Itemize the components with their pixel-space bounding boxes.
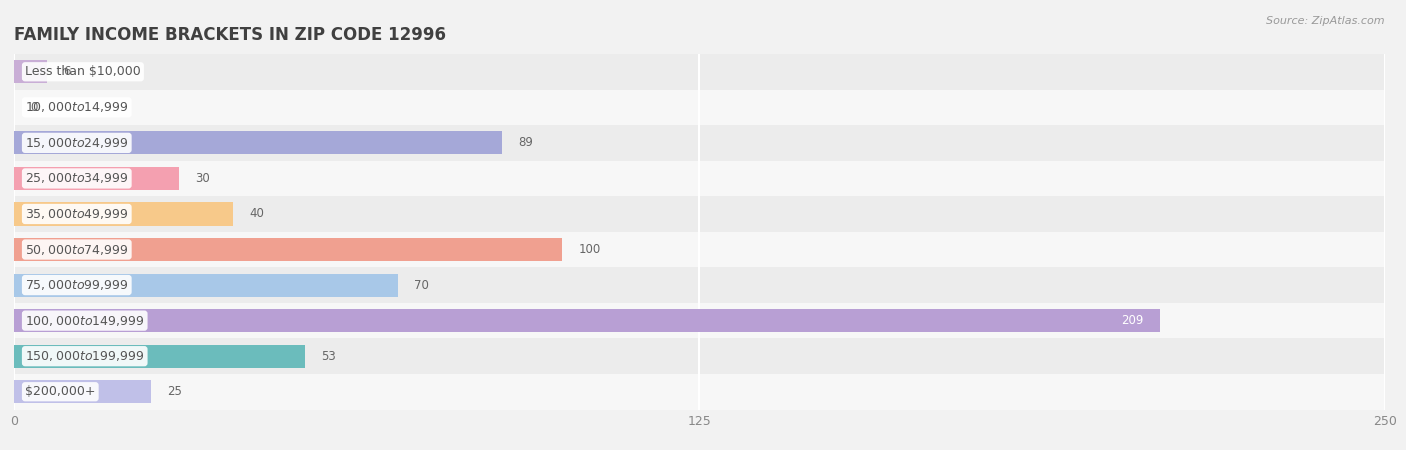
Bar	[14, 232, 1385, 267]
Bar	[14, 202, 233, 225]
Text: $50,000 to $74,999: $50,000 to $74,999	[25, 243, 128, 256]
Text: 40: 40	[250, 207, 264, 220]
Text: $200,000+: $200,000+	[25, 385, 96, 398]
Bar	[14, 345, 305, 368]
Text: $15,000 to $24,999: $15,000 to $24,999	[25, 136, 128, 150]
Text: $35,000 to $49,999: $35,000 to $49,999	[25, 207, 128, 221]
Text: 30: 30	[195, 172, 209, 185]
Text: 100: 100	[579, 243, 602, 256]
Bar	[14, 267, 1385, 303]
Text: $75,000 to $99,999: $75,000 to $99,999	[25, 278, 128, 292]
Text: $25,000 to $34,999: $25,000 to $34,999	[25, 171, 128, 185]
Bar	[14, 338, 1385, 374]
Bar	[14, 274, 398, 297]
Text: $100,000 to $149,999: $100,000 to $149,999	[25, 314, 145, 328]
Text: 53: 53	[321, 350, 336, 363]
Bar	[14, 303, 1385, 338]
Bar	[14, 131, 502, 154]
Text: Source: ZipAtlas.com: Source: ZipAtlas.com	[1267, 16, 1385, 26]
Bar	[14, 238, 562, 261]
Bar	[14, 54, 1385, 90]
Text: 209: 209	[1121, 314, 1143, 327]
Bar	[14, 309, 1160, 332]
Text: 25: 25	[167, 385, 183, 398]
Text: $10,000 to $14,999: $10,000 to $14,999	[25, 100, 128, 114]
Text: 0: 0	[31, 101, 38, 114]
Bar	[14, 161, 1385, 196]
Text: 6: 6	[63, 65, 70, 78]
Bar	[14, 196, 1385, 232]
Text: FAMILY INCOME BRACKETS IN ZIP CODE 12996: FAMILY INCOME BRACKETS IN ZIP CODE 12996	[14, 26, 446, 44]
Text: $150,000 to $199,999: $150,000 to $199,999	[25, 349, 145, 363]
Bar	[14, 167, 179, 190]
Text: 70: 70	[415, 279, 429, 292]
Bar	[14, 125, 1385, 161]
Bar	[14, 374, 1385, 410]
Text: Less than $10,000: Less than $10,000	[25, 65, 141, 78]
Bar	[14, 60, 46, 83]
Text: 89: 89	[519, 136, 533, 149]
Bar	[14, 90, 1385, 125]
Bar	[14, 380, 152, 403]
